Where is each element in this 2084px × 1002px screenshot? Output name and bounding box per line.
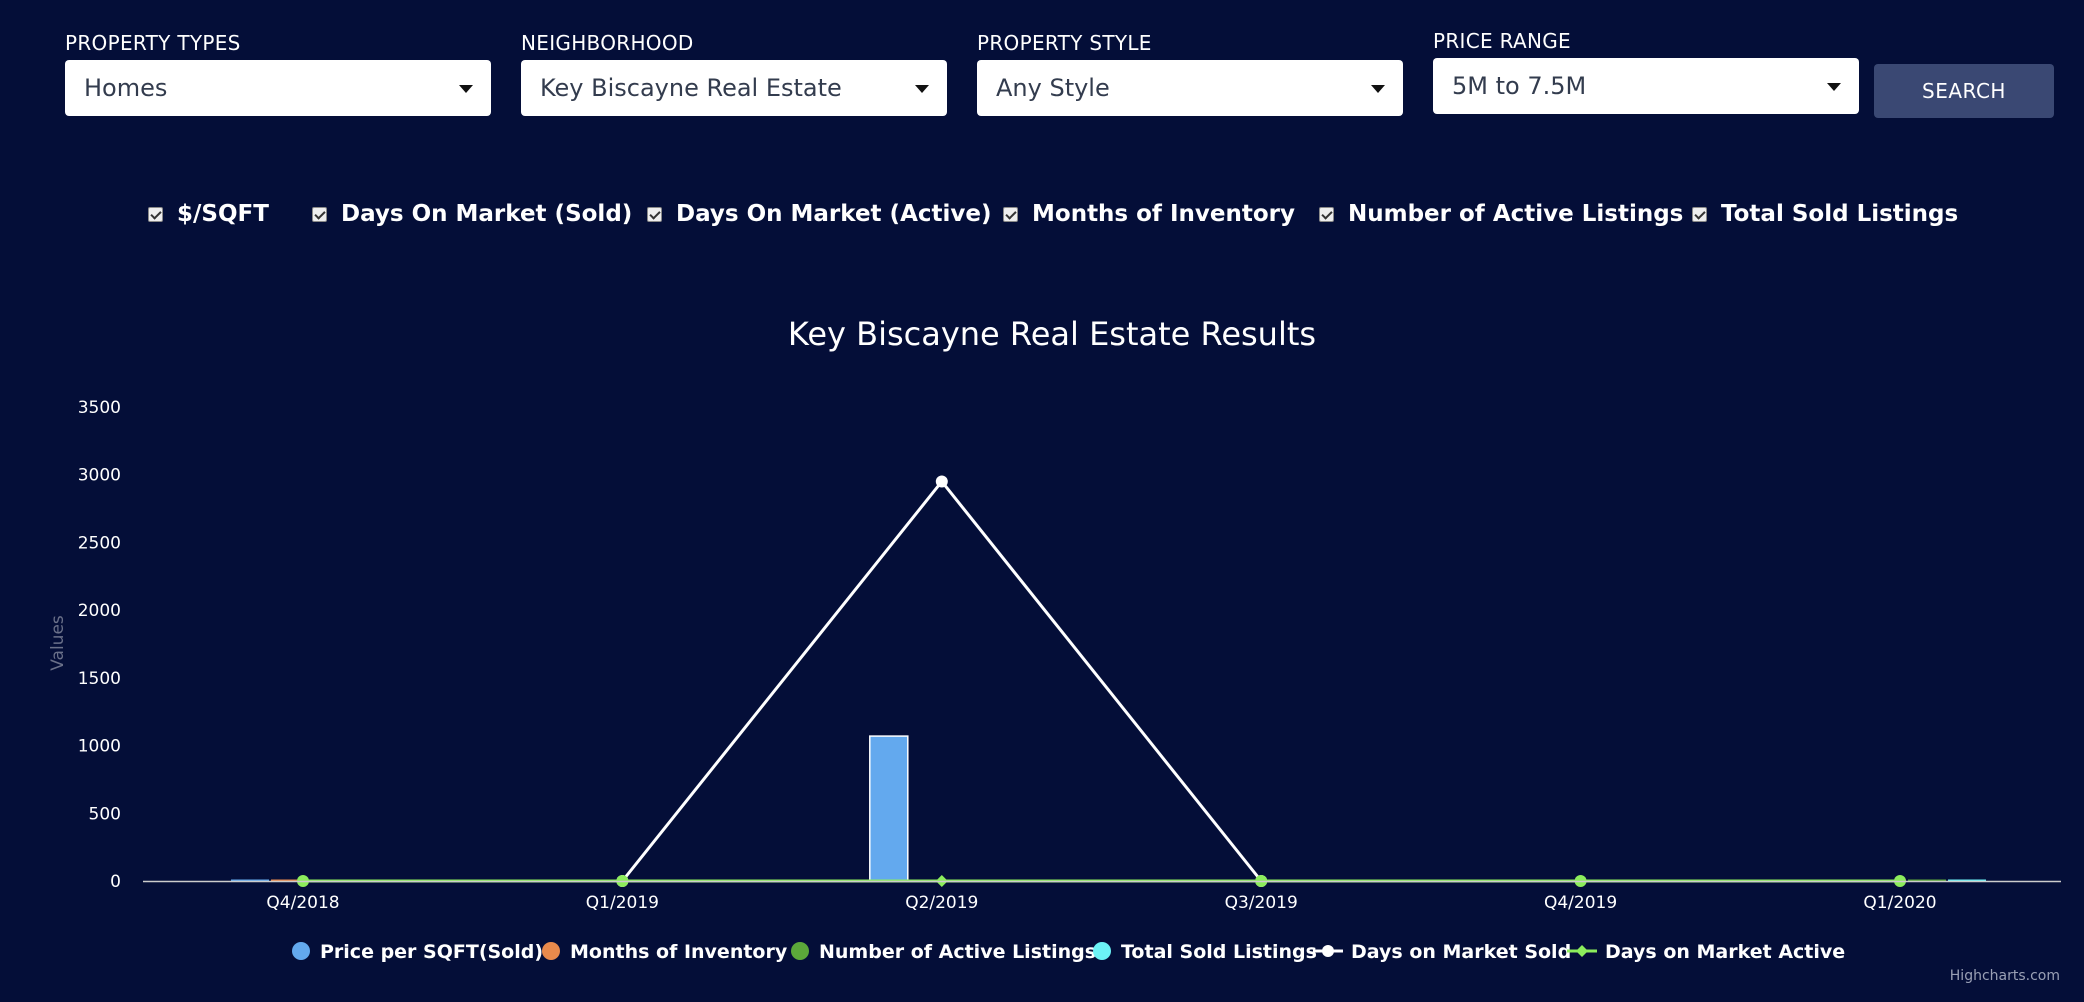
legend-item[interactable]: Number of Active Listings <box>791 941 1096 963</box>
toggle-active-listings[interactable]: Number of Active Listings <box>1319 196 1683 232</box>
chart-title: Key Biscayne Real Estate Results <box>788 315 1316 353</box>
legend-marker-icon <box>542 942 560 960</box>
property-style-select[interactable]: Any Style <box>977 60 1403 116</box>
property-types-filter: PROPERTY TYPES Homes <box>65 28 491 116</box>
legend-marker-icon <box>791 942 809 960</box>
price-range-label: PRICE RANGE <box>1433 29 1571 53</box>
y-tick-label: 2000 <box>78 601 121 621</box>
search-button[interactable]: SEARCH <box>1874 64 2054 118</box>
results-chart: Key Biscayne Real Estate Results Values … <box>48 315 2061 963</box>
toggle-label: Months of Inventory <box>1032 201 1295 227</box>
legend-item[interactable]: Price per SQFT(Sold) <box>292 941 543 963</box>
toggle-total-sold-listings[interactable]: Total Sold Listings <box>1692 196 1958 232</box>
checkbox-icon[interactable] <box>1692 206 1707 222</box>
data-point <box>935 475 948 488</box>
y-tick-label: 0 <box>110 872 121 892</box>
caret-down-icon <box>459 85 473 93</box>
line-series <box>297 475 1906 887</box>
toggle-days-on-market-sold[interactable]: Days On Market (Sold) <box>312 196 632 232</box>
y-tick-label: 1500 <box>78 669 121 689</box>
legend-label: Total Sold Listings <box>1121 941 1317 963</box>
series-toggles: $/SQFT Days On Market (Sold) Days On Mar… <box>0 196 2084 232</box>
price-range-value: 5M to 7.5M <box>1452 72 1587 100</box>
legend-label: Days on Market Sold <box>1351 941 1571 963</box>
property-types-label: PROPERTY TYPES <box>65 31 241 55</box>
series-line <box>621 479 1263 882</box>
toggle-label: Number of Active Listings <box>1348 201 1684 227</box>
bar <box>231 879 269 881</box>
bar <box>1948 879 1986 881</box>
toggle-days-on-market-active[interactable]: Days On Market (Active) <box>647 196 992 232</box>
toggle-label: Total Sold Listings <box>1721 201 1959 227</box>
property-style-filter: PROPERTY STYLE Any Style <box>977 28 1403 116</box>
caret-down-icon <box>1371 85 1385 93</box>
legend-marker-icon <box>1322 945 1334 957</box>
bar-series <box>231 735 1986 882</box>
filter-bar: PROPERTY TYPES Homes NEIGHBORHOOD Key Bi… <box>0 0 2084 130</box>
x-tick-label: Q4/2018 <box>266 893 339 913</box>
checkbox-icon[interactable] <box>148 206 163 222</box>
y-tick-label: 500 <box>89 804 121 824</box>
legend-marker-icon <box>292 942 310 960</box>
x-tick-label: Q1/2019 <box>586 893 659 913</box>
legend-label: Number of Active Listings <box>819 941 1096 963</box>
chart-legend: Price per SQFT(Sold) Months of Inventory N… <box>292 941 1845 963</box>
x-tick-label: Q1/2020 <box>1863 893 1936 913</box>
legend-label: Price per SQFT(Sold) <box>320 941 543 963</box>
bar <box>271 879 309 881</box>
legend-label: Days on Market Active <box>1605 941 1845 963</box>
x-tick-label: Q2/2019 <box>905 893 978 913</box>
toggle-label: Days On Market (Active) <box>676 201 992 227</box>
legend-item[interactable]: Months of Inventory <box>542 941 788 963</box>
x-axis-ticks: Q4/2018 Q1/2019 Q2/2019 Q3/2019 Q4/2019 Q1/20… <box>266 893 1936 913</box>
property-types-value: Homes <box>84 74 168 102</box>
y-tick-label: 3500 <box>78 398 121 418</box>
y-tick-label: 2500 <box>78 533 121 553</box>
property-style-value: Any Style <box>996 74 1110 102</box>
price-range-filter: PRICE RANGE 5M to 7.5M <box>1433 26 1859 114</box>
checkbox-icon[interactable] <box>1319 206 1334 222</box>
property-style-label: PROPERTY STYLE <box>977 31 1152 55</box>
checkbox-icon[interactable] <box>647 206 662 222</box>
caret-down-icon <box>915 85 929 93</box>
bar <box>869 735 909 882</box>
legend-item[interactable]: Days on Market Sold <box>1313 941 1571 963</box>
neighborhood-value: Key Biscayne Real Estate <box>540 74 842 102</box>
toggle-price-sqft[interactable]: $/SQFT <box>148 196 269 232</box>
y-tick-label: 1000 <box>78 737 121 757</box>
price-range-select[interactable]: 5M to 7.5M <box>1433 58 1859 114</box>
y-axis-ticks: 0 500 1000 1500 2000 2500 3000 3500 <box>78 398 121 892</box>
y-axis-label: Values <box>48 615 68 671</box>
legend-item[interactable]: Total Sold Listings <box>1093 941 1317 963</box>
y-tick-label: 3000 <box>78 466 121 486</box>
caret-down-icon <box>1827 83 1841 91</box>
checkbox-icon[interactable] <box>312 206 327 222</box>
legend-item[interactable]: Days on Market Active <box>1567 941 1845 963</box>
toggle-months-of-inventory[interactable]: Months of Inventory <box>1003 196 1295 232</box>
highcharts-credits[interactable]: Highcharts.com <box>1949 968 2060 984</box>
checkbox-icon[interactable] <box>1003 206 1018 222</box>
legend-marker-icon <box>1093 942 1111 960</box>
bar <box>1908 879 1946 881</box>
property-types-select[interactable]: Homes <box>65 60 491 116</box>
neighborhood-select[interactable]: Key Biscayne Real Estate <box>521 60 947 116</box>
x-tick-label: Q4/2019 <box>1544 893 1617 913</box>
legend-marker-icon <box>1576 945 1588 957</box>
neighborhood-filter: NEIGHBORHOOD Key Biscayne Real Estate <box>521 28 947 116</box>
x-tick-label: Q3/2019 <box>1225 893 1298 913</box>
neighborhood-label: NEIGHBORHOOD <box>521 31 694 55</box>
legend-label: Months of Inventory <box>570 941 788 963</box>
toggle-label: $/SQFT <box>177 201 269 227</box>
toggle-label: Days On Market (Sold) <box>341 201 633 227</box>
